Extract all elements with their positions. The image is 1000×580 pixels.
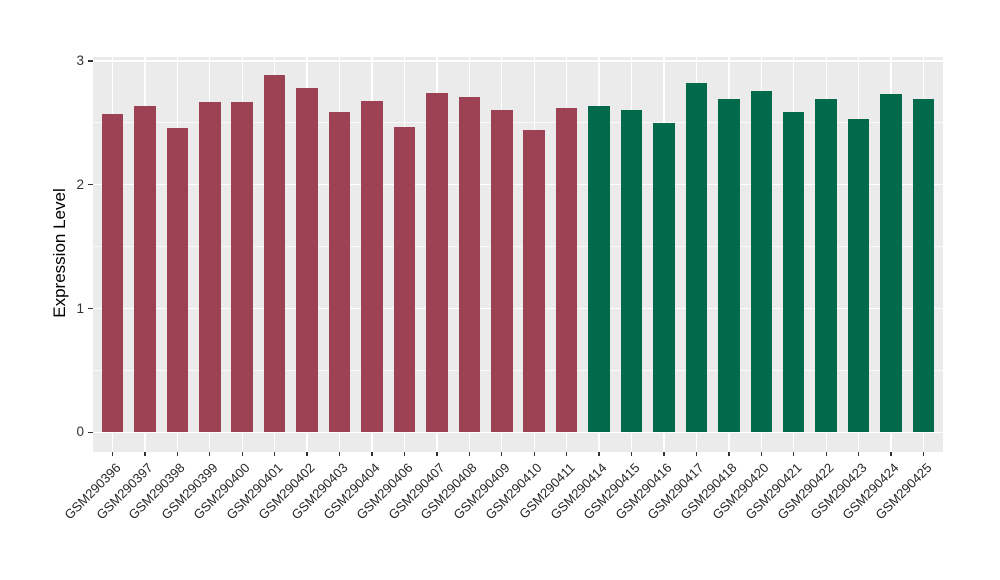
x-tick-mark: [566, 452, 568, 456]
x-tick-mark: [598, 452, 600, 456]
bar-GSM290421: [782, 111, 805, 433]
bar-GSM290399: [199, 101, 221, 433]
x-tick-mark: [663, 452, 665, 456]
y-tick-label: 3: [76, 52, 84, 68]
bar-GSM290420: [750, 90, 773, 433]
x-tick-mark: [793, 452, 795, 456]
bar-GSM290398: [166, 127, 189, 433]
bar-GSM290406: [393, 126, 416, 433]
y-tick-mark: [87, 431, 93, 433]
x-tick-mark: [176, 452, 179, 456]
bar-GSM290411: [555, 107, 578, 433]
bar-GSM290425: [912, 99, 935, 433]
y-tick-mark: [87, 307, 93, 310]
x-tick-mark: [274, 452, 276, 456]
bar-GSM290422: [815, 99, 837, 433]
gridline-minor-y: [93, 370, 943, 371]
gridline-major-y: [93, 60, 943, 62]
bar-GSM290410: [523, 130, 545, 433]
bar-GSM290415: [620, 110, 643, 433]
y-tick-mark: [87, 60, 93, 62]
bar-GSM290423: [847, 119, 870, 433]
bar-GSM290404: [361, 100, 383, 433]
x-tick-mark: [728, 452, 730, 456]
x-tick-mark: [825, 452, 827, 456]
x-tick-mark: [695, 452, 698, 456]
x-tick-mark: [338, 452, 341, 456]
x-tick-mark: [468, 452, 470, 456]
x-tick-mark: [630, 452, 633, 456]
x-tick-mark: [241, 452, 243, 456]
x-tick-mark: [922, 452, 925, 456]
bar-GSM290417: [685, 83, 708, 433]
bar-GSM290397: [134, 105, 156, 433]
bar-GSM290407: [426, 93, 448, 433]
bar-GSM290408: [458, 96, 481, 433]
x-tick-mark: [501, 452, 503, 456]
x-tick-mark: [403, 452, 406, 456]
bar-GSM290403: [328, 111, 351, 433]
bar-GSM290418: [718, 99, 740, 433]
bar-GSM290416: [653, 122, 675, 433]
y-axis-title: Expression Level: [50, 187, 69, 318]
bar-GSM290402: [296, 88, 318, 433]
x-tick-mark: [144, 452, 146, 456]
bar-GSM290424: [880, 94, 902, 433]
x-tick-mark: [306, 452, 308, 456]
y-tick-label: 0: [76, 424, 84, 440]
plot-panel: [93, 57, 943, 452]
bar-GSM290414: [588, 105, 610, 433]
x-tick-mark: [760, 452, 762, 456]
y-tick-label: 2: [76, 176, 84, 192]
bar-GSM290409: [491, 110, 513, 433]
x-tick-mark: [436, 452, 438, 456]
gridline-major-y: [93, 307, 943, 310]
bar-GSM290396: [101, 114, 124, 433]
gridline-major-y: [93, 431, 943, 433]
gridline-major-y: [93, 184, 943, 186]
x-tick-mark: [890, 452, 892, 456]
bar-GSM290401: [263, 74, 286, 433]
gridline-minor-y: [93, 246, 943, 247]
bar-GSM290400: [231, 101, 253, 433]
x-tick-mark: [857, 452, 860, 456]
x-tick-mark: [533, 452, 535, 456]
x-tick-mark: [209, 452, 211, 456]
gridline-minor-y: [93, 122, 943, 124]
x-tick-mark: [111, 452, 114, 456]
y-tick-label: 1: [76, 300, 84, 316]
y-tick-mark: [87, 184, 93, 186]
x-tick-mark: [371, 452, 373, 456]
